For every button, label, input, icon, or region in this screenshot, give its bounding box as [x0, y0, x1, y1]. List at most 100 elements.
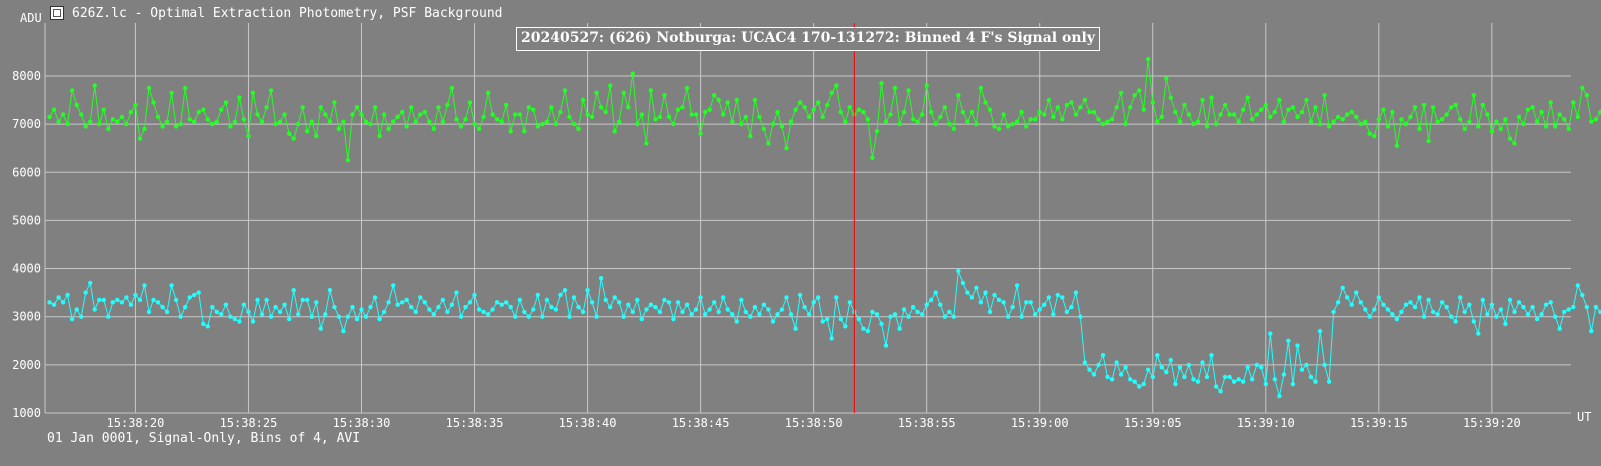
data-point-green [128, 109, 134, 115]
data-point-green [865, 117, 871, 122]
data-point-cyan [201, 321, 206, 327]
data-point-green [1385, 124, 1391, 129]
data-point-cyan [1213, 384, 1219, 389]
data-point-green [1354, 114, 1359, 120]
data-point-cyan [1503, 321, 1508, 327]
data-point-green [806, 114, 812, 120]
data-point-green [74, 102, 79, 108]
data-point-green [531, 107, 536, 112]
data-point-cyan [987, 309, 993, 315]
data-point-cyan [436, 304, 441, 310]
data-point-green [323, 112, 328, 117]
data-point-cyan [178, 314, 183, 319]
data-point-green [106, 126, 111, 132]
data-point-cyan [440, 297, 446, 303]
data-point-green [341, 119, 346, 124]
chart-series [47, 56, 1601, 399]
x-tick-label: 15:38:50 [785, 416, 843, 430]
data-point-green [856, 107, 862, 112]
data-point-green [1105, 119, 1110, 124]
data-point-green [83, 124, 88, 129]
data-point-cyan [725, 307, 730, 312]
data-point-cyan [1534, 316, 1540, 322]
data-point-cyan [128, 302, 134, 307]
data-point-cyan [1277, 393, 1282, 399]
data-point-cyan [1023, 300, 1029, 305]
data-point-cyan [1105, 374, 1110, 380]
data-point-cyan [1390, 312, 1395, 317]
data-point-cyan [734, 319, 739, 324]
y-tick-label: 2000 [12, 358, 41, 372]
data-point-cyan [716, 309, 721, 315]
data-point-cyan [513, 314, 518, 319]
data-point-green [1177, 119, 1183, 124]
data-point-cyan [250, 319, 256, 324]
data-point-green [929, 109, 934, 115]
data-point-green [974, 121, 979, 127]
data-point-green [422, 109, 427, 115]
data-point-green [436, 105, 441, 110]
data-point-cyan [1055, 292, 1061, 298]
data-point-cyan [445, 309, 450, 315]
data-point-cyan [232, 316, 238, 322]
data-point-cyan [1313, 379, 1318, 384]
data-point-green [766, 141, 771, 146]
data-point-green [644, 141, 649, 146]
data-point-green [938, 114, 943, 120]
data-point-green [775, 109, 780, 115]
data-point-green [702, 109, 708, 115]
data-point-green [1412, 105, 1418, 110]
data-point-green [698, 131, 703, 136]
data-point-green [580, 97, 586, 103]
data-point-cyan [1168, 357, 1174, 363]
data-point-cyan [1046, 295, 1052, 300]
data-point-cyan [164, 309, 170, 315]
data-point-cyan [1476, 331, 1481, 336]
data-point-green [309, 119, 314, 124]
data-point-green [761, 126, 767, 132]
data-point-cyan [712, 300, 717, 305]
data-point-green [1299, 109, 1305, 115]
y-tick-label: 8000 [12, 69, 41, 83]
data-point-cyan [1001, 300, 1006, 305]
data-point-cyan [797, 292, 803, 298]
data-point-green [1571, 100, 1576, 105]
data-point-cyan [56, 295, 61, 300]
data-point-green [874, 129, 880, 134]
data-point-cyan [793, 326, 798, 331]
data-point-green [287, 131, 292, 136]
data-point-cyan [173, 297, 179, 303]
data-point-green [97, 121, 102, 127]
data-point-green [268, 88, 274, 93]
data-point-green [291, 136, 296, 141]
data-point-green [648, 88, 654, 93]
data-point-green [1403, 121, 1409, 127]
data-point-cyan [1286, 338, 1291, 343]
x-axis-unit-label: UT [1577, 410, 1592, 424]
series-line-green [49, 59, 1601, 161]
data-point-green [60, 112, 66, 117]
data-point-green [942, 105, 947, 110]
data-point-green [960, 109, 966, 115]
data-point-green [1467, 119, 1472, 124]
data-point-cyan [1326, 379, 1332, 384]
data-point-cyan [1010, 304, 1015, 310]
data-point-green [1471, 93, 1477, 98]
data-point-cyan [377, 316, 382, 322]
data-point-cyan [702, 312, 708, 317]
data-point-green [567, 114, 572, 120]
data-point-green [1141, 107, 1146, 112]
x-tick-label: 15:39:15 [1350, 416, 1408, 430]
data-point-green [1530, 105, 1535, 110]
data-point-cyan [1033, 312, 1038, 317]
data-point-cyan [540, 314, 545, 319]
data-point-cyan [97, 297, 102, 303]
data-point-green [1394, 143, 1400, 148]
data-point-cyan [639, 316, 644, 322]
data-point-green [1489, 129, 1495, 134]
data-point-green [345, 158, 351, 163]
data-point-green [1453, 102, 1458, 108]
data-point-green [1562, 117, 1567, 122]
data-point-green [675, 107, 681, 112]
